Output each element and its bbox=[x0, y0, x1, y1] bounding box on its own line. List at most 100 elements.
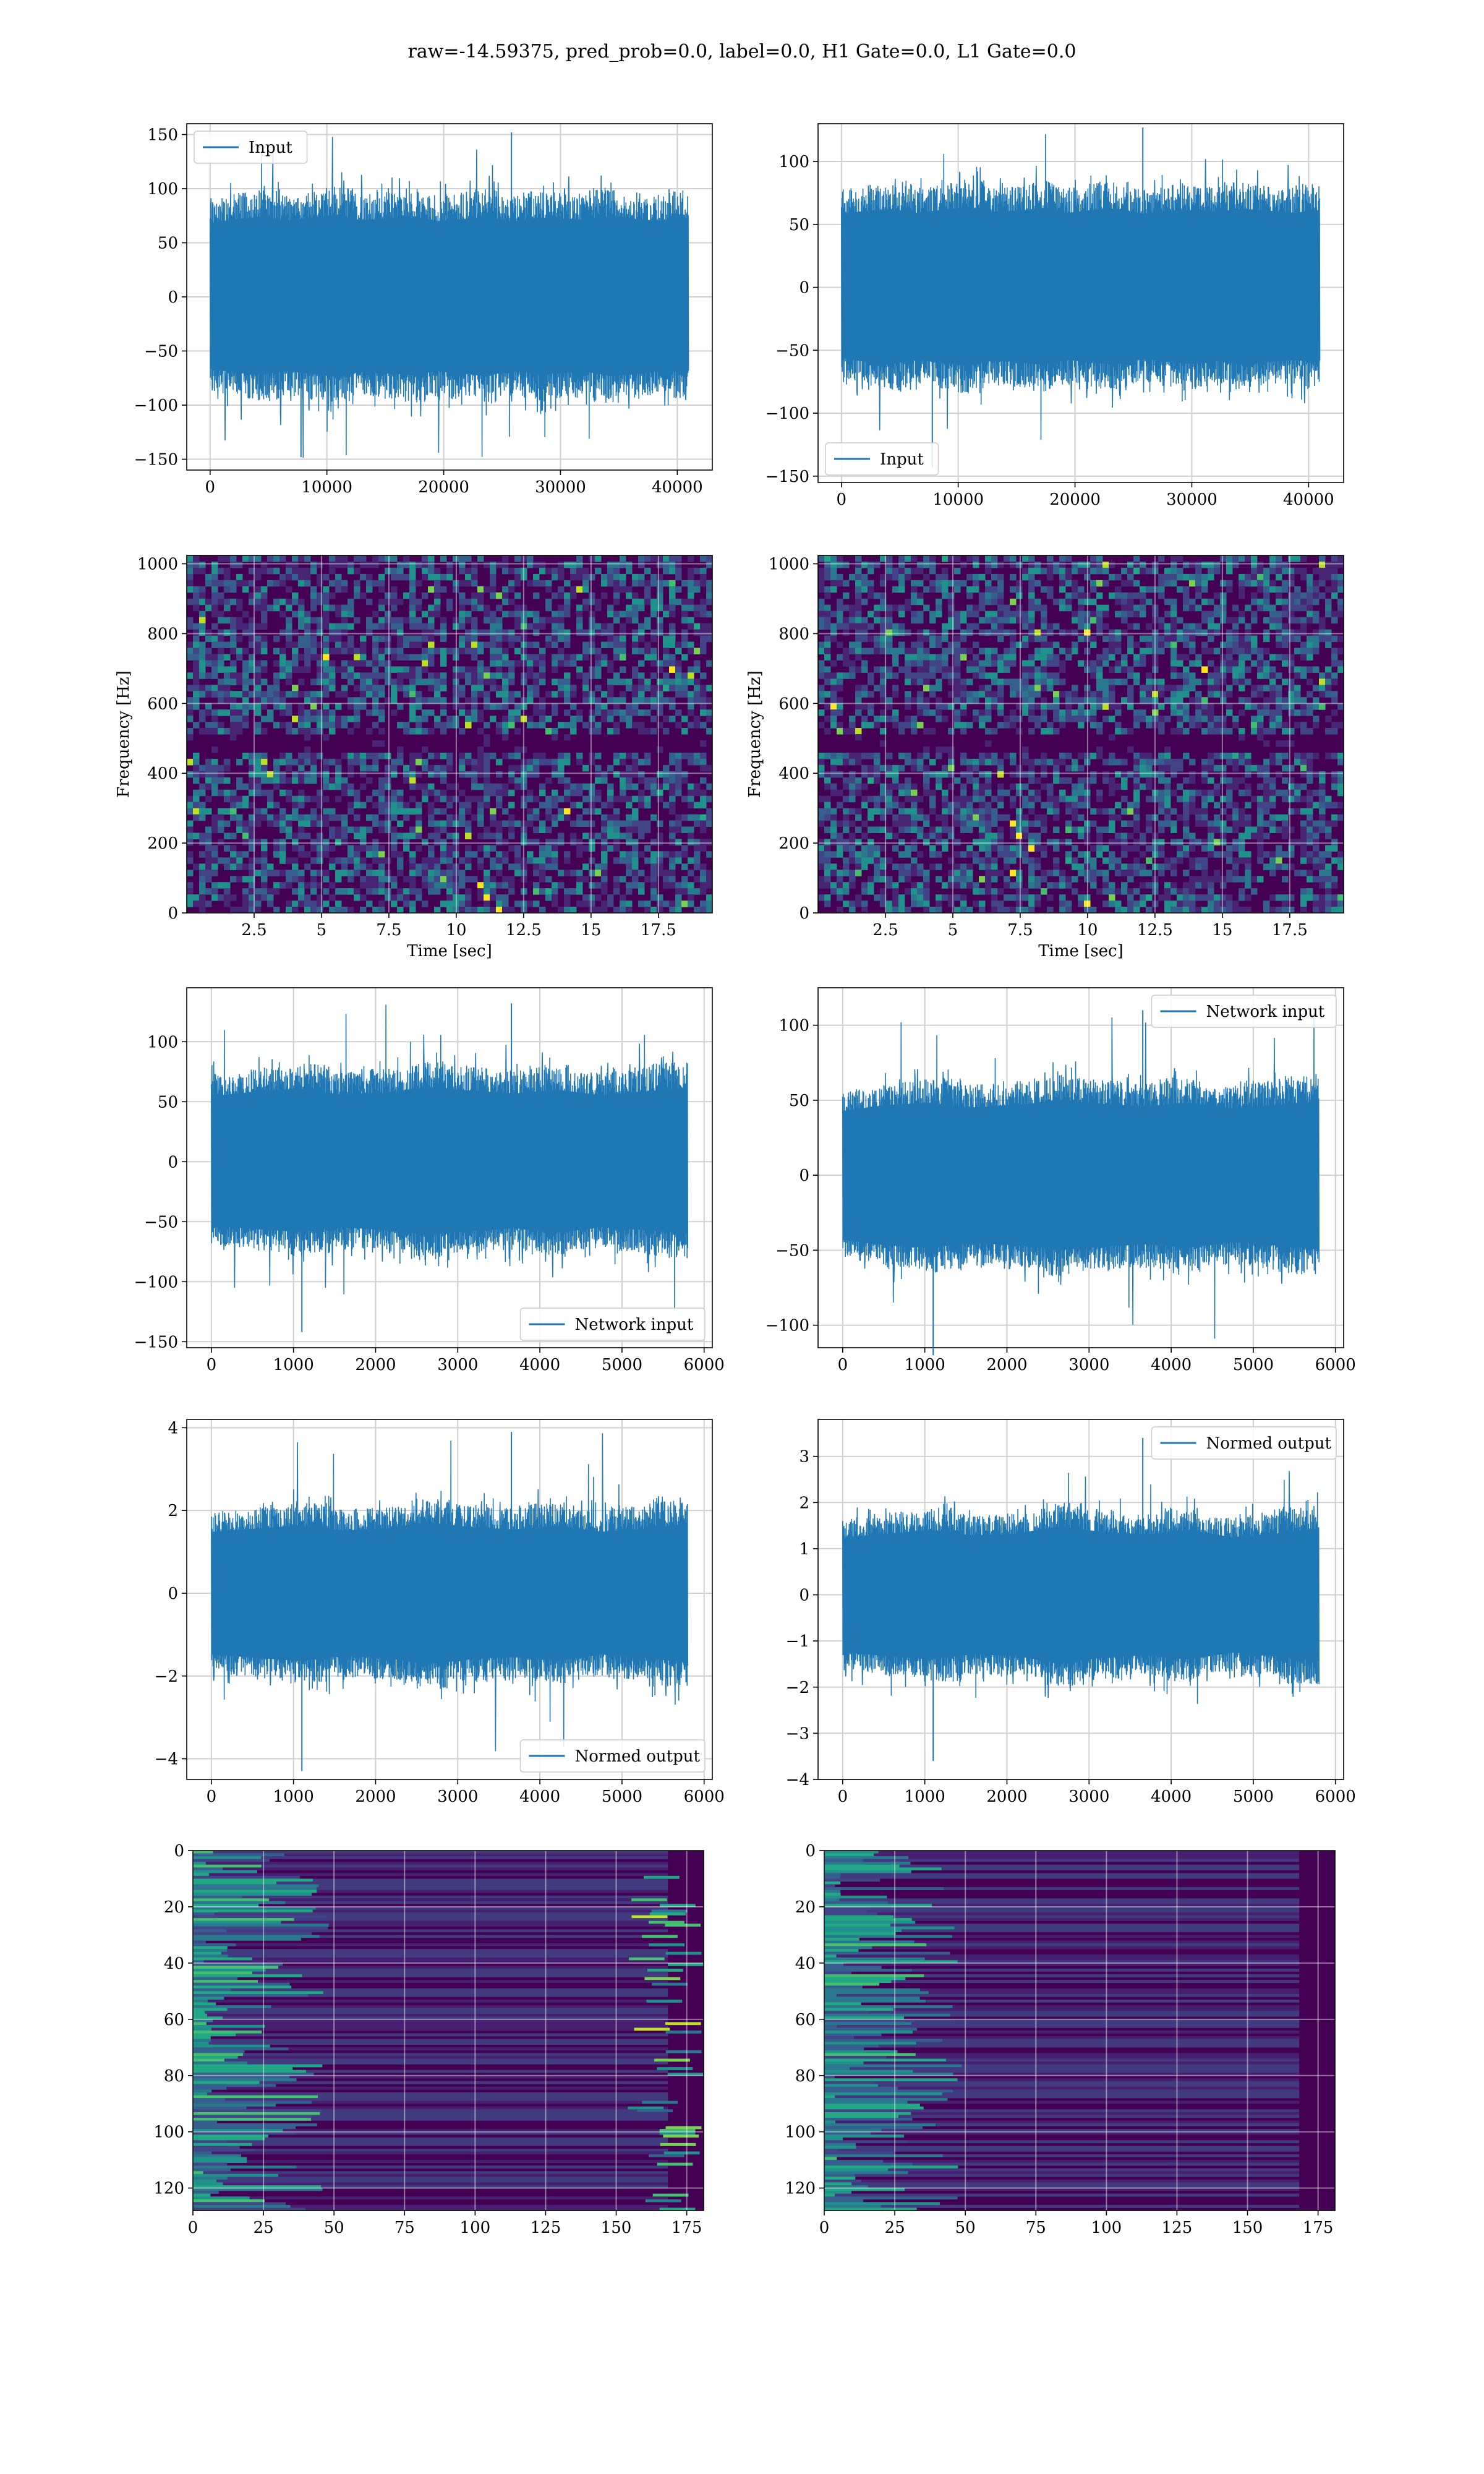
heatmap-cell bbox=[187, 580, 194, 587]
heatmap-cell bbox=[991, 555, 998, 562]
heatmap-cell bbox=[1201, 764, 1208, 772]
x-tick-label: 5 bbox=[317, 921, 327, 940]
heatmap-cell bbox=[1102, 562, 1109, 568]
heatmap-cell bbox=[1177, 709, 1183, 716]
heatmap-cell bbox=[527, 901, 534, 907]
heatmap-cell bbox=[979, 789, 986, 797]
heatmap-cell bbox=[261, 641, 268, 648]
heatmap-cell bbox=[378, 654, 385, 661]
heatmap-cell bbox=[205, 833, 212, 839]
heatmap-cell bbox=[218, 629, 224, 636]
heatmap-cell bbox=[261, 882, 268, 889]
heatmap-cell bbox=[960, 795, 967, 803]
heatmap-cell bbox=[255, 666, 262, 673]
heatmap-cell bbox=[341, 672, 348, 679]
heatmap-cell bbox=[1276, 685, 1282, 691]
heatmap-cell bbox=[991, 629, 998, 636]
heatmap-cell bbox=[929, 635, 936, 643]
heatmap-cell bbox=[422, 876, 429, 883]
heatmap-cell bbox=[539, 888, 546, 895]
heatmap-cell bbox=[323, 635, 330, 643]
heatmap-cell bbox=[1084, 562, 1091, 568]
heatmap-cell bbox=[477, 808, 484, 815]
heatmap-cell bbox=[218, 617, 224, 624]
heatmap-cell bbox=[669, 777, 676, 784]
heatmap-cell bbox=[533, 672, 540, 679]
heatmap-cell bbox=[620, 641, 626, 648]
heatmap-cell bbox=[205, 783, 212, 790]
heatmap-cell bbox=[657, 604, 663, 612]
heatmap-cell bbox=[936, 641, 942, 648]
heatmap-cell bbox=[459, 648, 466, 654]
heatmap-cell bbox=[886, 623, 893, 630]
legend: Input bbox=[825, 442, 939, 476]
heatmap-cell bbox=[855, 580, 862, 587]
heatmap-cell bbox=[576, 888, 583, 895]
heatmap-cell bbox=[1245, 758, 1252, 766]
heatmap-cell bbox=[985, 709, 992, 716]
heatmap-cell bbox=[372, 851, 379, 858]
heatmap-cell bbox=[564, 580, 571, 587]
heatmap-cell bbox=[552, 802, 558, 809]
heatmap-cell bbox=[211, 820, 218, 827]
heatmap-cell bbox=[1152, 610, 1159, 618]
heatmap-cell bbox=[929, 771, 936, 778]
heatmap-cell bbox=[397, 857, 404, 864]
heatmap-cell bbox=[843, 648, 850, 654]
heatmap-cell bbox=[675, 783, 682, 790]
heatmap-cell bbox=[545, 604, 552, 612]
heatmap-cell bbox=[1319, 789, 1326, 797]
heatmap-cell bbox=[694, 660, 701, 667]
heatmap-cell bbox=[304, 623, 311, 630]
heatmap-cell bbox=[620, 629, 626, 636]
heatmap-cell bbox=[187, 654, 194, 661]
heatmap-cell bbox=[261, 604, 268, 612]
heatmap-cell bbox=[626, 857, 633, 864]
heatmap-cell bbox=[985, 672, 992, 679]
heatmap-cell bbox=[230, 555, 237, 562]
heatmap-cell bbox=[1331, 617, 1338, 624]
heatmap-cell bbox=[1288, 617, 1295, 624]
heatmap-cell bbox=[545, 586, 552, 593]
heatmap-cell bbox=[508, 709, 515, 716]
heatmap-cell bbox=[310, 635, 317, 643]
heatmap-cell bbox=[1065, 648, 1072, 654]
heatmap-cell bbox=[632, 752, 639, 760]
heatmap-cell bbox=[868, 580, 874, 587]
heatmap-cell bbox=[868, 678, 874, 685]
heatmap-cell bbox=[552, 734, 558, 741]
heatmap-cell bbox=[570, 820, 577, 827]
heatmap-cell bbox=[1078, 789, 1085, 797]
heatmap-cell bbox=[979, 617, 986, 624]
heatmap-cell bbox=[1034, 654, 1041, 661]
heatmap-cell bbox=[329, 623, 336, 630]
heatmap-cell bbox=[657, 678, 663, 685]
heatmap-cell bbox=[1164, 752, 1171, 760]
heatmap-cell bbox=[675, 752, 682, 760]
heatmap-cell bbox=[428, 567, 435, 575]
heatmap-cell bbox=[985, 586, 992, 593]
heatmap-cell bbox=[533, 814, 540, 821]
heatmap-cell bbox=[502, 752, 509, 760]
heatmap-cell bbox=[644, 648, 651, 654]
heatmap-cell bbox=[409, 604, 416, 612]
heatmap-cell bbox=[898, 562, 905, 568]
heatmap-cell bbox=[650, 660, 657, 667]
heatmap-cell bbox=[459, 771, 466, 778]
heatmap-cell bbox=[255, 808, 262, 815]
heatmap-cell bbox=[354, 851, 360, 858]
heatmap-cell bbox=[1028, 771, 1035, 778]
heatmap-cell bbox=[409, 691, 416, 698]
heatmap-cell bbox=[218, 820, 224, 827]
heatmap-cell bbox=[1294, 592, 1301, 599]
heatmap-cell bbox=[1084, 592, 1091, 599]
heatmap-cell bbox=[1226, 567, 1233, 575]
heatmap-cell bbox=[681, 814, 688, 821]
heatmap-cell bbox=[874, 716, 881, 722]
heatmap-cell bbox=[669, 592, 676, 599]
heatmap-cell bbox=[675, 814, 682, 821]
heatmap-cell bbox=[620, 573, 626, 581]
heatmap-cell bbox=[409, 870, 416, 876]
heatmap-cell bbox=[360, 857, 367, 864]
heatmap-cell bbox=[1226, 728, 1233, 735]
